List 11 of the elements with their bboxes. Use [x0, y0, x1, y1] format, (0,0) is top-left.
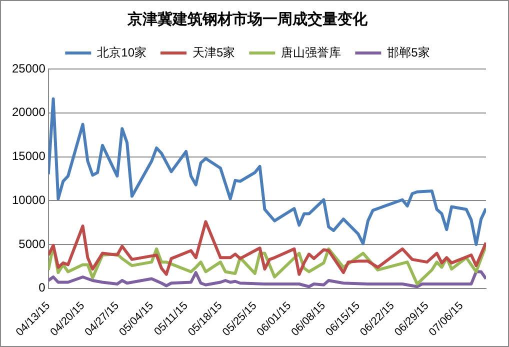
- y-tick-label: 0: [38, 280, 46, 295]
- chart-title: 京津冀建筑钢材市场一周成交量变化: [126, 10, 368, 28]
- legend-label: 北京10家: [97, 45, 147, 60]
- y-tick-label: 20000: [12, 105, 46, 120]
- legend-label: 唐山强誉库: [281, 45, 342, 60]
- y-tick-label: 25000: [12, 61, 46, 76]
- y-tick-label: 15000: [12, 149, 46, 164]
- legend-label: 邯郸5家: [387, 45, 430, 60]
- y-tick-label: 5000: [18, 236, 46, 251]
- y-tick-label: 10000: [12, 192, 46, 207]
- legend-label: 天津5家: [192, 45, 236, 60]
